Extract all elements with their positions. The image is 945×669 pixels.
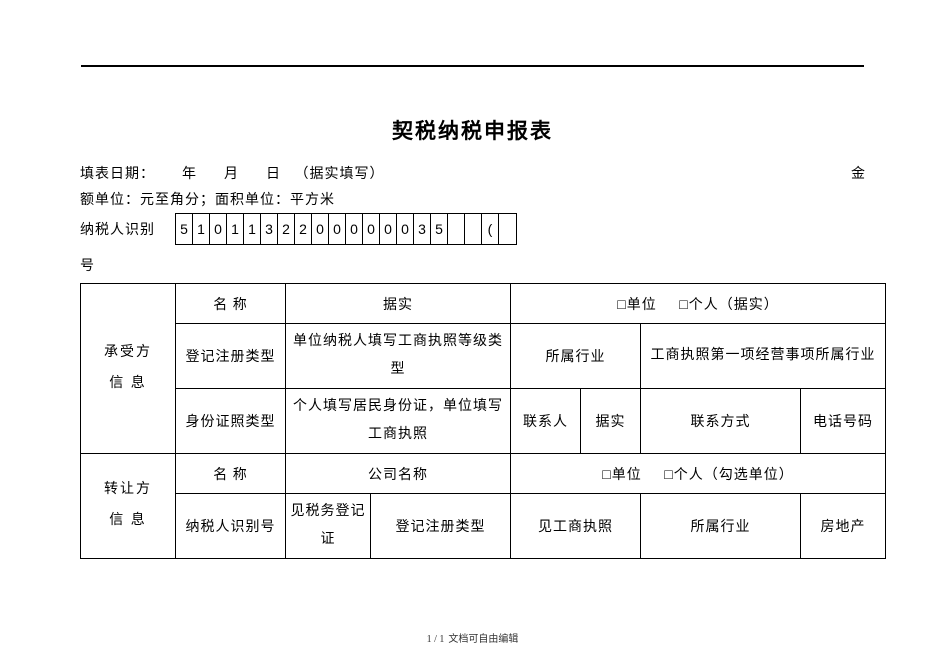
taxpayer-id-label-2: 纳税人识别号 <box>176 494 286 559</box>
id-char: 1 <box>227 214 244 244</box>
entity-type-checkbox: □单位 □个人（据实） <box>511 284 886 324</box>
date-month: 月 <box>224 167 239 182</box>
id-char: 5 <box>176 214 193 244</box>
taxpayer-id-row: 纳税人识别 5 1 0 1 1 3 2 2 0 0 0 0 0 0 3 5 ( <box>80 213 865 245</box>
date-note: （据实填写） <box>295 167 385 182</box>
taxpayer-id-value-2: 见税务登记证 <box>286 494 371 559</box>
id-char: 0 <box>210 214 227 244</box>
name-value: 据实 <box>286 284 511 324</box>
taxpayer-id-suffix: 号 <box>80 255 865 275</box>
amount-unit-trail: 金 <box>849 163 865 183</box>
date-day: 日 <box>266 167 281 182</box>
table-row: 登记注册类型 单位纳税人填写工商执照等级类型 所属行业 工商执照第一项经营事项所… <box>81 324 886 389</box>
id-char <box>499 214 516 244</box>
reg-type-label: 登记注册类型 <box>176 324 286 389</box>
table-row: 转让方信 息 名 称 公司名称 □单位 □个人（勾选单位） <box>81 454 886 494</box>
taxpayer-id-cells: 5 1 0 1 1 3 2 2 0 0 0 0 0 0 3 5 ( <box>175 213 517 245</box>
date-prefix: 填表日期： <box>80 167 155 182</box>
id-char: 0 <box>363 214 380 244</box>
reg-type-value: 单位纳税人填写工商执照等级类型 <box>286 324 511 389</box>
table-row: 纳税人识别号 见税务登记证 登记注册类型 见工商执照 所属行业 房地产 <box>81 494 886 559</box>
id-char: 0 <box>346 214 363 244</box>
id-char: 5 <box>431 214 448 244</box>
form-title: 契税纳税申报表 <box>80 115 865 145</box>
reg-type-label-2: 登记注册类型 <box>371 494 511 559</box>
checkbox-unit[interactable]: □单位 <box>602 466 641 482</box>
entity-type-checkbox-2: □单位 □个人（勾选单位） <box>511 454 886 494</box>
id-char: 0 <box>380 214 397 244</box>
page-footer: 1 / 1文档可自由编辑 <box>0 630 945 645</box>
page: 契税纳税申报表 填表日期： 年 月 日 （据实填写） 金 额单位：元至角分；面积… <box>0 0 945 559</box>
table-row: 承受方信 息 名 称 据实 □单位 □个人（据实） <box>81 284 886 324</box>
top-rule <box>81 65 864 67</box>
industry-label: 所属行业 <box>511 324 641 389</box>
meta-line-1: 填表日期： 年 月 日 （据实填写） 金 <box>80 163 865 183</box>
name-label: 名 称 <box>176 284 286 324</box>
reg-type-value-2: 见工商执照 <box>511 494 641 559</box>
meta-line-2: 额单位：元至角分；面积单位：平方米 <box>80 189 865 209</box>
checkbox-person[interactable]: □个人（据实） <box>679 296 778 312</box>
contact-label: 联系人 <box>511 389 581 454</box>
checkbox-unit[interactable]: □单位 <box>617 296 656 312</box>
id-char: 0 <box>312 214 329 244</box>
id-char: 1 <box>244 214 261 244</box>
table-row: 身份证照类型 个人填写居民身份证，单位填写工商执照 联系人 据实 联系方式 电话… <box>81 389 886 454</box>
id-char <box>465 214 482 244</box>
date-year: 年 <box>182 167 197 182</box>
section-head-acquirer: 承受方信 息 <box>81 284 176 454</box>
id-char: 2 <box>278 214 295 244</box>
id-char: 1 <box>193 214 210 244</box>
industry-value: 工商执照第一项经营事项所属行业 <box>641 324 886 389</box>
id-type-label: 身份证照类型 <box>176 389 286 454</box>
checkbox-person[interactable]: □个人（勾选单位） <box>664 466 793 482</box>
taxpayer-id-label: 纳税人识别 <box>80 213 175 245</box>
id-char <box>448 214 465 244</box>
name-label-2: 名 称 <box>176 454 286 494</box>
name-value-2: 公司名称 <box>286 454 511 494</box>
footer-page: 1 / 1 <box>427 634 445 645</box>
id-char: 0 <box>397 214 414 244</box>
id-type-value: 个人填写居民身份证，单位填写工商执照 <box>286 389 511 454</box>
contact-way-label: 联系方式 <box>641 389 801 454</box>
industry-label-2: 所属行业 <box>641 494 801 559</box>
form-table: 承受方信 息 名 称 据实 □单位 □个人（据实） 登记注册类型 单位纳税人填写… <box>80 283 886 559</box>
id-char: ( <box>482 214 499 244</box>
id-char: 2 <box>295 214 312 244</box>
industry-value-2: 房地产 <box>801 494 886 559</box>
id-char: 0 <box>329 214 346 244</box>
footer-note: 文档可自由编辑 <box>448 634 518 645</box>
id-char: 3 <box>414 214 431 244</box>
section-head-transferor: 转让方信 息 <box>81 454 176 559</box>
id-char: 3 <box>261 214 278 244</box>
phone-value: 电话号码 <box>801 389 886 454</box>
contact-value: 据实 <box>581 389 641 454</box>
